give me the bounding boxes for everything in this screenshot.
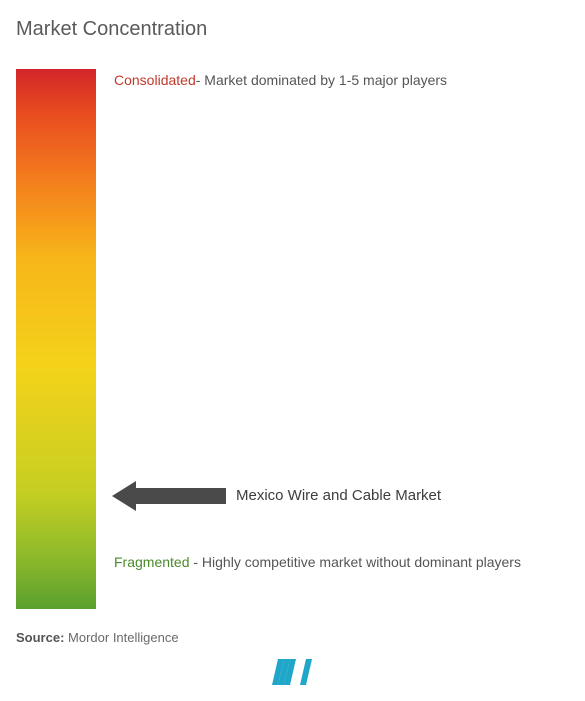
source-attribution: Source: Mordor Intelligence <box>16 630 179 645</box>
market-name: Mexico Wire and Cable Market <box>236 487 441 504</box>
fragmented-tag: Fragmented <box>114 554 189 570</box>
fragmented-label: Fragmented - Highly competitive market w… <box>114 549 521 576</box>
source-value: Mordor Intelligence <box>68 630 179 645</box>
mordor-logo-icon <box>270 657 316 687</box>
concentration-diagram: Consolidated- Market dominated by 1-5 ma… <box>16 69 569 619</box>
consolidated-label: Consolidated- Market dominated by 1-5 ma… <box>114 71 447 89</box>
page-title: Market Concentration <box>16 18 569 41</box>
consolidated-text: - Market dominated by 1-5 major players <box>196 72 447 88</box>
fragmented-text: - Highly competitive market without domi… <box>189 554 520 570</box>
gradient-bar <box>16 69 96 609</box>
market-position-marker: Mexico Wire and Cable Market <box>112 481 441 511</box>
arrow-left-icon <box>112 481 226 511</box>
consolidated-tag: Consolidated <box>114 72 196 88</box>
source-label: Source: <box>16 630 64 645</box>
